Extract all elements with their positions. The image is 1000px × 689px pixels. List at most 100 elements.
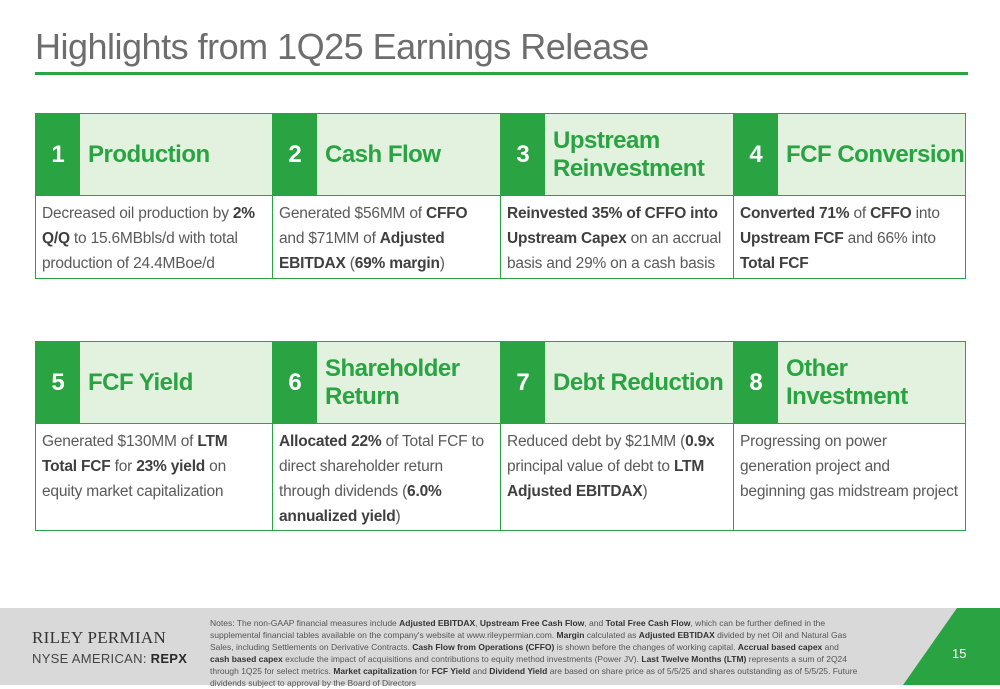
card-header: 3 Upstream Reinvestment [501, 114, 733, 196]
highlight-card-upstream-reinvestment: 3 Upstream Reinvestment Reinvested 35% o… [501, 114, 734, 278]
card-title: Debt Reduction [553, 368, 724, 396]
body-text: , [475, 618, 480, 628]
footer-bar [0, 608, 1000, 685]
card-body: Decreased oil production by 2% Q/Q to 15… [36, 196, 272, 276]
card-body: Generated $130MM of LTM Total FCF for 23… [36, 424, 272, 504]
body-text: divided by net Oil and Natural Gas Sales… [210, 630, 847, 652]
card-title: FCF Yield [88, 368, 193, 396]
emphasis-text: Accrual based capex [737, 642, 823, 652]
body-text: Notes: The non-GAAP financial measures i… [210, 618, 400, 628]
emphasis-text: Market capitalization [333, 666, 417, 676]
body-text: , and [584, 618, 606, 628]
body-text: calculated as [584, 630, 639, 640]
body-text: on an accrual basis and 29% on a cash ba… [507, 230, 722, 272]
body-text: and [470, 666, 490, 676]
emphasis-text: Last Twelve Months (LTM) [641, 654, 747, 664]
body-text: ) [642, 483, 648, 500]
body-text: , which can be further defined in the su… [210, 618, 826, 640]
body-text: Generated $56MM of [279, 205, 426, 222]
highlight-card-fcf-yield: 5 FCF Yield Generated $130MM of LTM Tota… [36, 342, 273, 530]
emphasis-text: Reinvested 35% of CFFO into Upstream Cap… [507, 205, 718, 247]
emphasis-text: 0.9x [685, 433, 715, 450]
highlight-card-production: 1 Production Decreased oil production by… [36, 114, 273, 278]
card-title: Other Investment [786, 354, 908, 410]
highlight-card-other-investment: 8 Other Investment Progressing on power … [734, 342, 965, 530]
highlight-card-cash-flow: 2 Cash Flow Generated $56MM of CFFO and … [273, 114, 501, 278]
highlight-card-shareholder-return: 6 Shareholder Return Allocated 22% of To… [273, 342, 501, 530]
body-text: are based on share price as of 5/5/25 an… [210, 666, 858, 688]
emphasis-text: 6.0% annualized yield [279, 483, 442, 525]
card-header: 4 FCF Conversion [734, 114, 965, 196]
body-text: and $71MM of [279, 230, 380, 247]
body-text: ( [345, 255, 355, 272]
card-header: 1 Production [36, 114, 272, 196]
emphasis-text: 23% yield [136, 458, 206, 475]
card-title: FCF Conversion [786, 140, 965, 168]
card-title: Production [88, 140, 210, 168]
card-body: Converted 71% of CFFO into Upstream FCF … [734, 196, 965, 276]
card-header: 2 Cash Flow [273, 114, 500, 196]
body-text: is shown before the changes of working c… [554, 642, 738, 652]
body-text: on equity market capitalization [42, 458, 227, 500]
body-text: Progressing on power generation project … [740, 433, 958, 500]
emphasis-text: Cash Flow from Operations (CFFO) [412, 642, 555, 652]
emphasis-text: Adjusted EBTIDAX [638, 630, 715, 640]
body-text: Decreased oil production by [42, 205, 233, 222]
body-text: Generated $130MM of [42, 433, 198, 450]
emphasis-text: CFFO [425, 205, 468, 222]
card-number: 2 [273, 114, 317, 195]
footer-accent-slant [903, 608, 957, 685]
card-body: Progressing on power generation project … [734, 424, 965, 504]
body-text: ) [395, 508, 401, 525]
body-text: for [416, 666, 432, 676]
highlight-card-debt-reduction: 7 Debt Reduction Reduced debt by $21MM (… [501, 342, 734, 530]
emphasis-text: 2% Q/Q [42, 205, 255, 247]
card-number: 1 [36, 114, 80, 195]
card-header: 7 Debt Reduction [501, 342, 733, 424]
emphasis-text: Upstream FCF [740, 230, 844, 247]
highlights-row-1: 1 Production Decreased oil production by… [35, 113, 966, 279]
card-number: 5 [36, 342, 80, 423]
card-body: Reduced debt by $21MM (0.9x principal va… [501, 424, 733, 504]
card-header: 8 Other Investment [734, 342, 965, 424]
emphasis-text: cash based capex [210, 654, 283, 664]
card-title: Cash Flow [325, 140, 441, 168]
card-number: 3 [501, 114, 545, 195]
emphasis-text: Margin [556, 630, 585, 640]
emphasis-text: Adjusted EBITDAX [399, 618, 476, 628]
exchange-label: NYSE AMERICAN: [32, 651, 151, 666]
ticker-symbol: REPX [150, 651, 188, 666]
company-logo: RILEY PERMIAN [32, 628, 167, 647]
card-body: Reinvested 35% of CFFO into Upstream Cap… [501, 196, 733, 276]
emphasis-text: Converted 71% [740, 205, 850, 222]
body-text: and [822, 642, 839, 652]
body-text: principal value of debt to [507, 458, 674, 475]
card-body: Generated $56MM of CFFO and $71MM of Adj… [273, 196, 500, 276]
emphasis-text: Allocated 22% [279, 433, 382, 450]
card-body: Allocated 22% of Total FCF to direct sha… [273, 424, 500, 529]
body-text: into [911, 205, 940, 222]
body-text: and 66% into [843, 230, 936, 247]
card-number: 6 [273, 342, 317, 423]
emphasis-text: Total Free Cash Flow [605, 618, 691, 628]
emphasis-text: CFFO [870, 205, 912, 222]
body-text: to 15.6MBbls/d with total production of … [42, 230, 238, 272]
emphasis-text: LTM Adjusted EBITDAX [507, 458, 705, 500]
card-header: 5 FCF Yield [36, 342, 272, 424]
body-text: exclude the impact of acquisitions and c… [282, 654, 642, 664]
highlights-row-2: 5 FCF Yield Generated $130MM of LTM Tota… [35, 341, 966, 531]
card-number: 8 [734, 342, 778, 423]
exchange-ticker: NYSE AMERICAN: REPX [32, 651, 187, 666]
body-text: for [110, 458, 137, 475]
emphasis-text: FCF Yield [431, 666, 471, 676]
emphasis-text: Total FCF [740, 255, 809, 272]
page-title: Highlights from 1Q25 Earnings Release [35, 26, 649, 67]
card-number: 4 [734, 114, 778, 195]
body-text: of [849, 205, 871, 222]
title-underline [35, 72, 968, 75]
card-number: 7 [501, 342, 545, 423]
highlight-card-fcf-conversion: 4 FCF Conversion Converted 71% of CFFO i… [734, 114, 965, 278]
emphasis-text: Dividend Yield [489, 666, 548, 676]
emphasis-text: Adjusted EBITDAX [279, 230, 445, 272]
footnotes: Notes: The non-GAAP financial measures i… [210, 617, 860, 689]
